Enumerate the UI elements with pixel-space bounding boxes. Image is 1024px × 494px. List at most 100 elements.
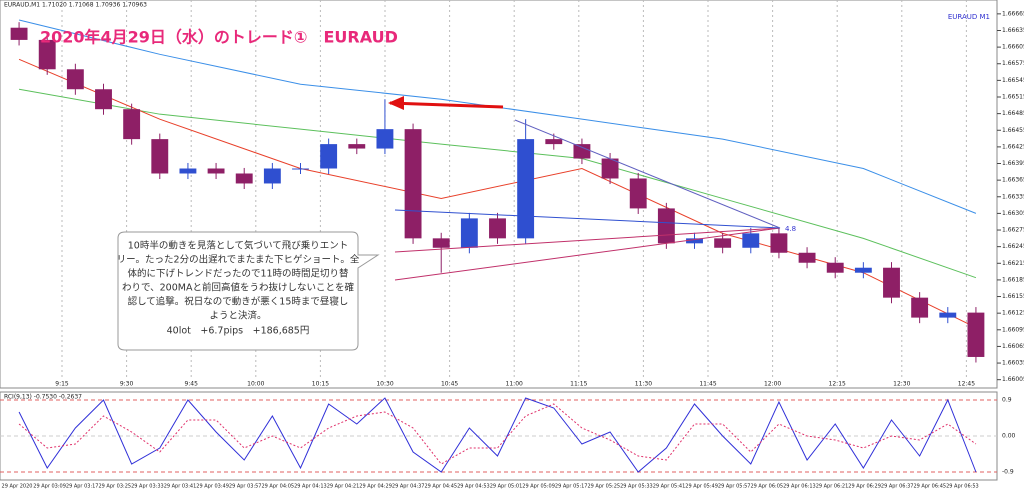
callout-line: 体的に下げトレンドだったので11時の時間足切り替 (127, 268, 349, 280)
y-tick-label: 1.66095 (1002, 326, 1024, 333)
moving-average (18, 88, 977, 279)
trend-line (514, 119, 781, 229)
candle-body (95, 89, 112, 110)
candle-body (573, 144, 591, 159)
y-tick-label: 0.9 (1002, 397, 1012, 404)
x-tick-label: 29 Apr 04:21 (327, 484, 360, 490)
marker-label: 4.8 (785, 225, 796, 233)
x-tick-label: 29 Apr 04:53 (457, 484, 490, 490)
x-tick-label: 29 Apr 06:29 (848, 484, 881, 490)
x-tick-label: 11:00 (506, 381, 523, 388)
candle-body (320, 144, 338, 169)
x-tick-label: 10:15 (312, 381, 329, 388)
candle-body (38, 39, 56, 70)
rci-line (18, 397, 977, 473)
callout-line: 認して追撃。祝日なので動きが悪く15時まで昼寝し (128, 296, 349, 308)
x-tick-label: 29 Apr 06:05 (750, 484, 783, 490)
candle-body (432, 238, 450, 248)
candle-body (911, 297, 929, 318)
y-tick-label: 1.66395 (1002, 160, 1024, 167)
callout-box (117, 231, 380, 351)
y-tick-label: 0.00 (1002, 433, 1016, 440)
candle-body (66, 69, 84, 90)
trend-line (394, 227, 781, 281)
symbol-label: EURAUD M1 (948, 13, 990, 21)
trend-line (394, 209, 781, 229)
x-tick-label: 29 Apr 05:57 (718, 484, 751, 490)
candle-body (404, 129, 422, 239)
x-tick-label: 29 Apr 03:33 (131, 484, 164, 490)
candle-body (348, 144, 366, 149)
callout-line: 10時半の動きを見落として気づいて飛び乗りエント (128, 240, 349, 252)
candle-body (883, 267, 900, 298)
x-tick-label: 29 Apr 04:05 (261, 484, 294, 490)
candle-body (854, 267, 872, 273)
y-tick-label: 1.66485 (1002, 110, 1024, 117)
y-tick-label: 1.66515 (1002, 94, 1024, 101)
x-tick-label: 29 Apr 06:45 (913, 484, 946, 490)
x-tick-label: 9:30 (120, 381, 134, 388)
candle-body (770, 233, 788, 253)
y-tick-label: 1.66635 (1002, 27, 1024, 34)
candle-body (207, 168, 225, 174)
candle-body (939, 312, 957, 318)
trend-line (394, 227, 781, 253)
x-tick-label: 29 Apr 05:17 (555, 484, 588, 490)
x-tick-label: 29 Apr 03:09 (33, 484, 66, 490)
x-tick-label: 29 Apr 04:37 (392, 484, 425, 490)
x-tick-label: 29 Apr 05:41 (653, 484, 686, 490)
x-tick-label: 29 Apr 05:49 (685, 484, 718, 490)
y-tick-label: 1.66125 (1002, 310, 1024, 317)
candle-body (742, 233, 760, 248)
candle-body (826, 262, 844, 273)
candle-body (517, 139, 535, 239)
x-tick-label: 11:45 (699, 381, 716, 388)
candle-body (545, 139, 563, 145)
x-tick-label: 29 Apr 04:45 (424, 484, 457, 490)
indicator-label: RCI(9,13) -0.7530 -0.2637 (4, 394, 82, 401)
result-text: 40lot +6.7pips +186,685円 (167, 326, 310, 337)
x-tick-label: 11:15 (570, 381, 587, 388)
candle-body (798, 252, 816, 263)
candle-body (10, 27, 28, 40)
candle-body (235, 173, 253, 184)
x-tick-label: 29 Apr 03:57 (229, 484, 262, 490)
status-text: EURAUD,M1 1.71020 1.71068 1.70936 1.7096… (4, 2, 147, 9)
y-tick-label: 1.66455 (1002, 127, 1024, 134)
x-tick-label: 9:15 (55, 381, 69, 388)
candle-body (123, 109, 141, 140)
y-tick-label: 1.66335 (1002, 193, 1024, 200)
y-tick-label: 1.66035 (1002, 360, 1024, 367)
candle-body (151, 139, 169, 174)
y-tick-label: 1.66245 (1002, 243, 1024, 250)
x-tick-label: 10:00 (247, 381, 264, 388)
x-tick-label: 12:00 (764, 381, 781, 388)
y-tick-label: 1.66425 (1002, 143, 1024, 150)
y-tick-label: 1.66005 (1002, 376, 1024, 383)
x-tick-label: 29 Apr 05:25 (587, 484, 620, 490)
candle-body (601, 158, 619, 179)
y-tick-label: 1.66665 (1002, 10, 1024, 17)
candle-body (292, 168, 309, 170)
candle-body (179, 168, 197, 174)
x-tick-label: 10:45 (441, 381, 458, 388)
x-tick-label: 12:45 (958, 381, 975, 388)
x-tick-label: 29 Apr 05:01 (490, 484, 523, 490)
y-tick-label: 1.66605 (1002, 44, 1024, 51)
y-tick-label: 1.66575 (1002, 60, 1024, 67)
y-tick-label: 1.66275 (1002, 227, 1024, 234)
y-tick-label: 1.66155 (1002, 293, 1024, 300)
candle-body (376, 129, 394, 149)
callout-line: わりで、200MAと前回高値をうわ抜けしないことを確 (122, 282, 354, 294)
y-tick-label: -0.9 (1002, 469, 1014, 476)
x-tick-label: 10:30 (376, 381, 393, 388)
x-tick-label: 29 Apr 04:29 (359, 484, 392, 490)
x-tick-label: 29 Apr 06:21 (816, 484, 849, 490)
x-tick-label: 29 Apr 03:49 (196, 484, 229, 490)
candle-body (657, 208, 675, 244)
candle-body (967, 312, 985, 357)
arrow (389, 101, 504, 109)
y-tick-label: 1.66215 (1002, 260, 1024, 267)
x-tick-label: 29 Apr 06:37 (881, 484, 914, 490)
x-tick-label: 29 Apr 04:13 (294, 484, 327, 490)
